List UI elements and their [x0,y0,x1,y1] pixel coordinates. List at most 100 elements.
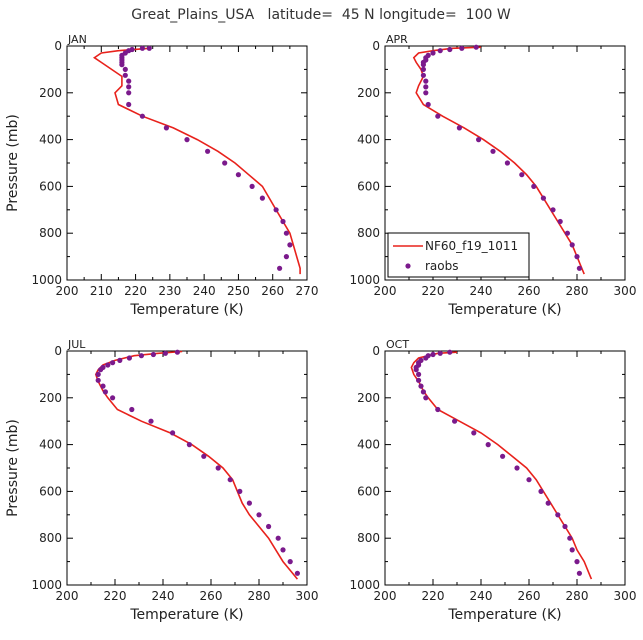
obs-point [420,72,426,78]
obs-point [126,90,132,96]
x-tick-label: 200 [374,589,397,603]
x-tick-label: 220 [422,589,445,603]
y-tick-label: 0 [372,344,380,358]
obs-point [246,500,252,506]
obs-point [576,570,583,576]
y-axis-label: Pressure (mb) [5,419,21,517]
obs-point [490,148,496,154]
obs-point [473,44,479,50]
obs-point [95,371,101,377]
obs-point [416,371,422,377]
x-tick-label: 200 [56,284,79,298]
y-tick-label: 600 [39,484,62,498]
panel-label-jul: JUL [67,338,86,351]
obs-point [275,535,281,541]
obs-point [201,453,207,459]
obs-point [555,512,561,518]
x-tick-label: 280 [566,284,589,298]
x-tick-label: 280 [248,589,271,603]
x-tick-label: 210 [90,284,113,298]
x-axis-label: Temperature (K) [129,607,243,623]
x-tick-label: 230 [158,284,181,298]
obs-point [425,101,431,108]
obs-point [227,477,233,483]
obs-point [256,512,262,518]
obs-point [170,430,176,436]
x-axis-label: Temperature (K) [447,607,561,623]
x-tick-label: 200 [374,284,397,298]
panel-label-apr: APR [386,33,408,46]
obs-point [162,350,168,356]
obs-point [287,242,293,248]
obs-point [105,362,111,368]
obs-point [413,367,419,373]
obs-point [569,242,575,248]
obs-point [215,465,221,471]
y-tick-label: 1000 [31,578,62,592]
obs-point [122,72,128,78]
obs-point [249,183,255,189]
obs-point [95,377,101,383]
obs-point [519,172,525,178]
y-tick-label: 600 [357,179,380,193]
x-tick-label: 240 [152,589,175,603]
x-tick-label: 220 [104,589,127,603]
y-tick-label: 0 [372,39,380,53]
x-tick-label: 260 [518,284,541,298]
obs-point [576,265,583,271]
obs-point [98,367,104,373]
obs-point [280,218,286,225]
obs-point [117,357,123,363]
obs-point [540,195,547,201]
y-tick-label: 800 [357,226,380,240]
legend-box [387,232,530,278]
legend-entry-model: NF60_f19_1011 [425,239,518,253]
y-tick-label: 400 [357,133,380,147]
obs-point [574,254,580,260]
obs-point [222,160,228,166]
obs-point [280,547,286,553]
y-tick-label: 200 [357,86,380,100]
obs-point [283,230,289,236]
x-tick-label: 220 [124,284,147,298]
y-tick-label: 600 [39,179,62,193]
plot-frame [66,45,308,281]
obs-point [557,218,563,225]
obs-point [437,350,443,356]
obs-point [456,125,462,131]
obs-point [447,46,453,53]
obs-point [504,160,510,166]
x-tick-label: 240 [193,284,216,298]
x-tick-label: 260 [261,284,284,298]
obs-point [550,207,556,213]
obs-point [500,453,506,459]
obs-point [423,90,429,96]
obs-point [138,353,144,359]
x-axis-label: Temperature (K) [129,302,243,318]
obs-point [430,351,436,358]
obs-point [545,500,551,506]
y-tick-label: 200 [39,391,62,405]
y-tick-label: 800 [39,226,62,240]
y-tick-label: 0 [54,39,62,53]
x-tick-label: 200 [56,589,79,603]
y-tick-label: 200 [39,86,62,100]
obs-point [294,570,300,576]
obs-point [273,207,279,213]
obs-point [266,523,272,530]
obs-point [423,355,429,361]
obs-point [122,66,128,72]
obs-point [119,62,125,68]
obs-point [259,195,265,201]
obs-point [531,183,537,189]
panel-label-oct: OCT [386,338,409,351]
obs-point [184,137,190,143]
obs-point [562,523,568,530]
obs-point [235,172,241,178]
y-tick-label: 1000 [349,273,380,287]
obs-point [435,406,441,413]
obs-point [485,442,491,448]
obs-point [423,395,429,401]
